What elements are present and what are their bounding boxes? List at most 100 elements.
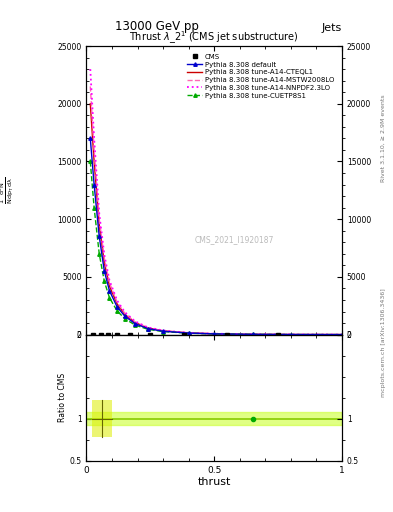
Pythia 8.308 tune-A14-MSTW2008LO	[107, 280, 112, 286]
Pythia 8.308 tune-A14-NNPDF2.3LO	[340, 331, 344, 337]
Pythia 8.308 tune-A14-CTEQL1	[340, 331, 344, 337]
Pythia 8.308 tune-A14-CTEQL1	[107, 283, 112, 289]
Line: Pythia 8.308 tune-A14-NNPDF2.3LO: Pythia 8.308 tune-A14-NNPDF2.3LO	[90, 69, 342, 334]
Pythia 8.308 tune-A14-CTEQL1	[145, 325, 150, 331]
Pythia 8.308 tune-A14-MSTW2008LO	[123, 310, 127, 316]
Pythia 8.308 default	[115, 304, 119, 310]
Line: Pythia 8.308 default: Pythia 8.308 default	[88, 137, 343, 336]
Pythia 8.308 tune-A14-NNPDF2.3LO	[212, 331, 217, 337]
Text: Rivet 3.1.10, ≥ 2.9M events: Rivet 3.1.10, ≥ 2.9M events	[381, 94, 386, 182]
Pythia 8.308 tune-A14-NNPDF2.3LO	[102, 252, 107, 258]
Line: Pythia 8.308 tune-A14-CTEQL1: Pythia 8.308 tune-A14-CTEQL1	[90, 104, 342, 334]
CMS	[276, 331, 281, 337]
Pythia 8.308 tune-CUETP8S1	[250, 331, 255, 337]
Pythia 8.308 tune-CUETP8S1	[145, 326, 150, 332]
Title: Thrust $\lambda$_2$^1$ (CMS jet substructure): Thrust $\lambda$_2$^1$ (CMS jet substruc…	[129, 30, 299, 46]
Pythia 8.308 tune-A14-MSTW2008LO	[145, 325, 150, 331]
Bar	[92, 400, 112, 437]
Text: mcplots.cern.ch [arXiv:1306.3436]: mcplots.cern.ch [arXiv:1306.3436]	[381, 289, 386, 397]
Pythia 8.308 tune-A14-CTEQL1	[97, 222, 101, 228]
Legend: CMS, Pythia 8.308 default, Pythia 8.308 tune-A14-CTEQL1, Pythia 8.308 tune-A14-M: CMS, Pythia 8.308 default, Pythia 8.308 …	[185, 52, 336, 100]
CMS	[115, 331, 119, 337]
Line: Pythia 8.308 tune-A14-MSTW2008LO: Pythia 8.308 tune-A14-MSTW2008LO	[90, 87, 342, 334]
Pythia 8.308 default	[250, 331, 255, 337]
Pythia 8.308 tune-A14-CTEQL1	[92, 158, 97, 164]
Pythia 8.308 tune-CUETP8S1	[186, 330, 191, 336]
Text: CMS_2021_I1920187: CMS_2021_I1920187	[195, 235, 274, 244]
Pythia 8.308 tune-CUETP8S1	[340, 331, 344, 337]
Pythia 8.308 tune-CUETP8S1	[107, 294, 112, 301]
CMS	[148, 331, 152, 337]
Pythia 8.308 tune-A14-MSTW2008LO	[88, 83, 93, 90]
Pythia 8.308 tune-A14-MSTW2008LO	[250, 331, 255, 337]
Pythia 8.308 default	[145, 326, 150, 332]
Pythia 8.308 tune-CUETP8S1	[97, 251, 101, 257]
Pythia 8.308 default	[288, 331, 293, 337]
Line: CMS: CMS	[90, 332, 281, 337]
CMS	[225, 331, 230, 337]
Pythia 8.308 tune-A14-NNPDF2.3LO	[288, 331, 293, 337]
Pythia 8.308 tune-A14-MSTW2008LO	[102, 255, 107, 262]
Pythia 8.308 default	[92, 181, 97, 187]
Pythia 8.308 tune-A14-CTEQL1	[133, 319, 138, 326]
Pythia 8.308 tune-A14-CTEQL1	[250, 331, 255, 337]
Pythia 8.308 tune-A14-MSTW2008LO	[161, 328, 165, 334]
Pythia 8.308 default	[186, 330, 191, 336]
Line: Pythia 8.308 tune-CUETP8S1: Pythia 8.308 tune-CUETP8S1	[88, 160, 343, 336]
Pythia 8.308 tune-A14-NNPDF2.3LO	[92, 135, 97, 141]
Pythia 8.308 tune-A14-NNPDF2.3LO	[97, 210, 101, 217]
Pythia 8.308 tune-A14-NNPDF2.3LO	[115, 297, 119, 304]
Pythia 8.308 tune-A14-NNPDF2.3LO	[123, 309, 127, 315]
Pythia 8.308 tune-A14-MSTW2008LO	[212, 331, 217, 337]
Pythia 8.308 tune-A14-NNPDF2.3LO	[161, 328, 165, 334]
Pythia 8.308 tune-CUETP8S1	[212, 331, 217, 337]
Pythia 8.308 default	[133, 321, 138, 327]
Pythia 8.308 default	[107, 288, 112, 294]
Pythia 8.308 default	[123, 313, 127, 319]
Pythia 8.308 tune-A14-CTEQL1	[288, 331, 293, 337]
Pythia 8.308 default	[212, 331, 217, 337]
Pythia 8.308 tune-CUETP8S1	[115, 308, 119, 314]
Pythia 8.308 tune-A14-NNPDF2.3LO	[250, 331, 255, 337]
Bar	[86, 412, 342, 425]
Text: Jets: Jets	[321, 23, 342, 33]
Pythia 8.308 default	[97, 233, 101, 240]
Pythia 8.308 tune-A14-MSTW2008LO	[288, 331, 293, 337]
Pythia 8.308 tune-A14-MSTW2008LO	[97, 216, 101, 222]
Pythia 8.308 tune-A14-MSTW2008LO	[92, 147, 97, 153]
Pythia 8.308 tune-CUETP8S1	[102, 279, 107, 285]
Y-axis label: Ratio to CMS: Ratio to CMS	[58, 373, 67, 422]
Pythia 8.308 tune-A14-NNPDF2.3LO	[133, 318, 138, 325]
CMS	[98, 331, 103, 337]
Pythia 8.308 default	[102, 268, 107, 274]
Pythia 8.308 tune-A14-CTEQL1	[88, 101, 93, 107]
Pythia 8.308 tune-CUETP8S1	[161, 329, 165, 335]
X-axis label: thrust: thrust	[198, 477, 231, 487]
Pythia 8.308 tune-A14-MSTW2008LO	[186, 330, 191, 336]
Pythia 8.308 default	[88, 135, 93, 141]
Pythia 8.308 tune-CUETP8S1	[88, 158, 93, 164]
Pythia 8.308 tune-A14-MSTW2008LO	[133, 319, 138, 325]
CMS	[181, 331, 186, 337]
Pythia 8.308 tune-CUETP8S1	[92, 205, 97, 211]
Pythia 8.308 tune-CUETP8S1	[133, 322, 138, 328]
CMS	[128, 331, 132, 337]
CMS	[106, 331, 110, 337]
Pythia 8.308 tune-A14-MSTW2008LO	[115, 299, 119, 305]
Pythia 8.308 tune-CUETP8S1	[123, 315, 127, 322]
Pythia 8.308 tune-CUETP8S1	[288, 331, 293, 337]
Pythia 8.308 tune-A14-CTEQL1	[161, 328, 165, 334]
Pythia 8.308 tune-A14-NNPDF2.3LO	[186, 330, 191, 336]
Text: 13000 GeV pp: 13000 GeV pp	[115, 20, 199, 33]
CMS	[90, 331, 95, 337]
Pythia 8.308 tune-A14-MSTW2008LO	[340, 331, 344, 337]
Pythia 8.308 tune-A14-NNPDF2.3LO	[145, 324, 150, 330]
Pythia 8.308 default	[340, 331, 344, 337]
Pythia 8.308 tune-A14-CTEQL1	[102, 260, 107, 266]
Pythia 8.308 tune-A14-NNPDF2.3LO	[88, 66, 93, 72]
Pythia 8.308 tune-A14-NNPDF2.3LO	[107, 278, 112, 284]
Pythia 8.308 tune-A14-CTEQL1	[186, 330, 191, 336]
Pythia 8.308 tune-A14-CTEQL1	[212, 331, 217, 337]
Y-axis label: $\mathrm{\frac{1}{N}\frac{d^2N}{dp_T\,d\lambda}}$: $\mathrm{\frac{1}{N}\frac{d^2N}{dp_T\,d\…	[0, 177, 16, 204]
Pythia 8.308 tune-A14-CTEQL1	[123, 311, 127, 317]
